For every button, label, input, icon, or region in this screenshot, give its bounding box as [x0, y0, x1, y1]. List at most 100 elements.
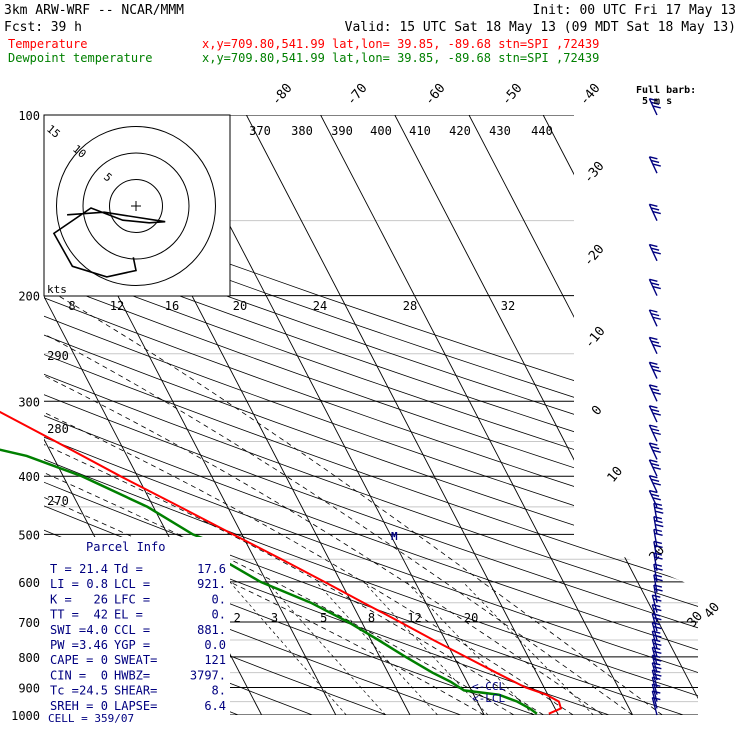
theta-label: 380	[291, 124, 313, 138]
parcel-label: CIN =	[50, 668, 86, 682]
parcel-value: 0.	[212, 592, 226, 606]
parcel-label: LAPSE=	[114, 699, 157, 713]
barb-flag	[649, 203, 658, 208]
model-title: 3km ARW-WRF -- NCAR/MMM	[4, 3, 184, 18]
barb-flag	[649, 424, 658, 428]
barb-staff	[648, 98, 658, 116]
wind-barb	[648, 424, 661, 442]
hodograph-speed-label: 8	[68, 299, 75, 313]
parcel-label: LI =	[50, 577, 79, 591]
wind-barb	[653, 540, 663, 560]
barb-flag	[650, 493, 660, 497]
barb-staff	[651, 655, 658, 673]
parcel-label: YGP =	[114, 638, 150, 652]
dewpoint-line	[0, 448, 538, 715]
barb-staff	[651, 613, 658, 632]
mixing-ratio-label: 8	[368, 611, 375, 625]
barb-flag	[650, 282, 660, 286]
wind-barb	[648, 98, 661, 116]
mixing-ratio-label: 2	[234, 611, 241, 625]
wind-barb	[653, 515, 664, 535]
barb-flag	[654, 578, 663, 582]
wind-barb	[651, 613, 662, 632]
parcel-label: LFC =	[114, 592, 150, 606]
wind-barb	[648, 442, 661, 460]
barb-legend-unit: 5 m s	[642, 96, 672, 107]
wind-barb	[648, 459, 661, 477]
barb-flag	[652, 412, 661, 416]
parcel-value: 0.8	[86, 577, 108, 591]
pressure-tick-label: 400	[18, 470, 40, 484]
isotherm-label: -30	[581, 159, 608, 187]
parcel-value: 3797.	[190, 668, 226, 682]
theta-label: 420	[449, 124, 471, 138]
barb-flag	[653, 598, 662, 602]
dry-adiabat	[44, 115, 698, 715]
theta-label: 270	[47, 494, 69, 508]
barb-flag	[652, 603, 661, 608]
barb-flag	[652, 497, 661, 501]
isotherm-label: -20	[581, 242, 608, 270]
wind-barb	[648, 203, 661, 221]
mixing-ratio-line	[315, 581, 438, 715]
hodograph-speed-labels: 8 12 16 20 24 28 32	[68, 299, 515, 313]
barb-flag	[653, 658, 662, 662]
forecast-hour: 39 h	[51, 20, 82, 35]
parcel-label: CAPE =	[50, 653, 93, 667]
pressure-tick-label: 100	[18, 109, 40, 123]
dry-adiabat	[44, 115, 347, 715]
barb-flag	[652, 431, 661, 436]
wind-barb	[651, 638, 662, 658]
barb-flag	[653, 642, 662, 647]
hodograph-speed-label: 28	[403, 299, 417, 313]
dry-adiabat	[44, 115, 698, 715]
parcel-label: SWI =	[50, 623, 86, 637]
mixing-ratio-line	[363, 581, 489, 715]
mixing-ratio-line	[406, 581, 534, 715]
barb-flag	[653, 515, 663, 520]
hodograph	[43, 114, 231, 297]
temperature-legend: Temperature	[8, 37, 87, 51]
isotherm-label: -70	[344, 81, 371, 109]
barb-flag	[652, 344, 661, 348]
barb-staff	[648, 475, 658, 493]
hodograph-speed-label: 12	[110, 299, 124, 313]
wind-barb	[648, 361, 661, 379]
parcel-value: 0	[101, 699, 108, 713]
barb-staff	[648, 156, 658, 174]
barb-staff	[648, 424, 658, 442]
theta-label: 430	[489, 124, 511, 138]
parcel-label: TT =	[50, 608, 79, 622]
wind-barb	[648, 384, 661, 402]
parcel-label: SWEAT=	[114, 653, 157, 667]
pressure-tick-label: 700	[18, 616, 40, 630]
hodograph-speed-label: 24	[313, 299, 327, 313]
dry-adiabat	[44, 115, 698, 715]
barb-flag	[654, 506, 663, 510]
pressure-tick-label: 600	[18, 576, 40, 590]
barb-flag	[654, 532, 663, 536]
parcel-info-title: Parcel Info	[86, 540, 165, 554]
barb-flag	[649, 459, 658, 463]
barb-staff	[651, 595, 658, 613]
barb-staff	[653, 564, 658, 583]
barb-staff	[651, 647, 658, 666]
wind-barb	[648, 309, 661, 327]
barb-flag	[653, 563, 663, 567]
isotherm-label: -10	[582, 324, 609, 352]
isotherm-label: -60	[422, 81, 449, 109]
isotherm	[542, 115, 698, 715]
barb-staff	[651, 639, 658, 658]
dry-adiabat	[44, 115, 698, 715]
barb-flag	[653, 634, 662, 638]
parcel-marker: M	[391, 530, 398, 543]
parcel-value: 0.	[212, 608, 226, 622]
parcel-label: LCL =	[114, 577, 150, 591]
theta-label: 290	[47, 349, 69, 363]
barb-flag	[650, 462, 660, 467]
lcl-marker: <-LCL	[472, 692, 505, 705]
dry-adiabat	[44, 115, 698, 715]
valid-time: Valid: 15 UTC Sat 18 May 13 (09 MDT Sat …	[345, 20, 736, 35]
barb-flag	[652, 285, 661, 290]
